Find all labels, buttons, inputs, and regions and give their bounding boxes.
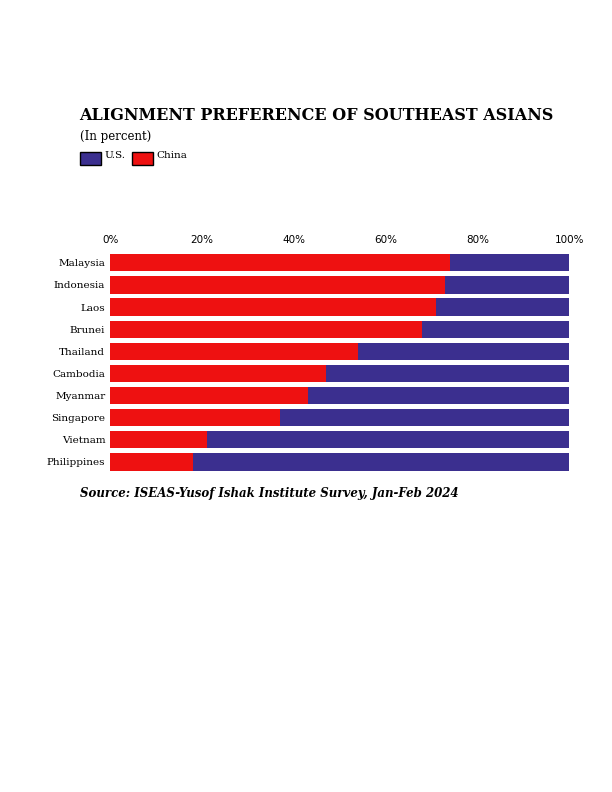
Bar [110,276,446,294]
Text: U.S.: U.S. [104,150,125,160]
Bar [110,299,436,316]
Bar [422,321,569,337]
Bar [110,453,193,470]
Bar [110,254,450,272]
Bar [193,453,569,470]
Bar [110,409,280,426]
Bar [110,431,207,448]
Bar [358,343,569,360]
Text: China: China [156,150,187,160]
Bar [307,387,569,404]
Text: (In percent): (In percent) [80,130,151,143]
Bar [110,321,422,337]
Bar [110,387,307,404]
Bar [450,254,569,272]
Bar [326,365,569,382]
Text: ALIGNMENT PREFERENCE OF SOUTHEAST ASIANS: ALIGNMENT PREFERENCE OF SOUTHEAST ASIANS [80,107,554,124]
Bar [110,365,326,382]
Bar [446,276,569,294]
Bar [110,343,358,360]
Bar [436,299,569,316]
Text: Source: ISEAS-Yusof Ishak Institute Survey, Jan-Feb 2024: Source: ISEAS-Yusof Ishak Institute Surv… [80,487,458,500]
Bar [207,431,569,448]
Bar [280,409,569,426]
